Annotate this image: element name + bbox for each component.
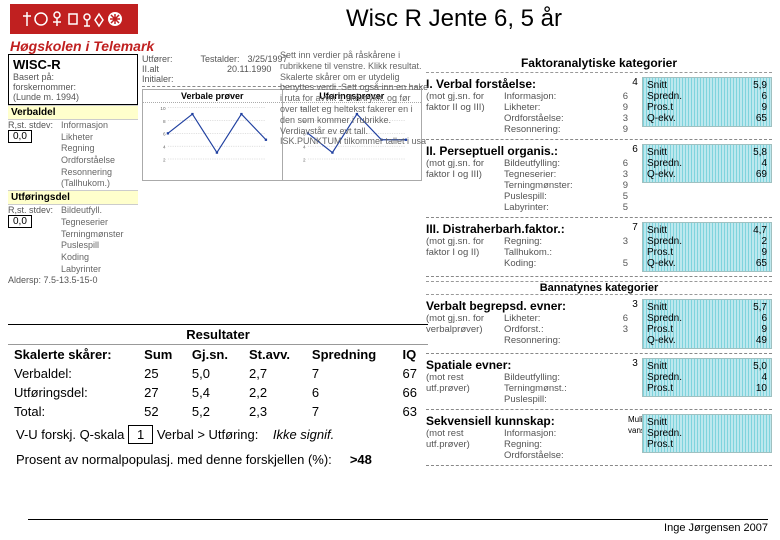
verbal-list: Informasjon Likheter Regning Ordforståel… (57, 120, 115, 190)
factor: I. Verbal forståelse: (mot gj.sn. forfak… (426, 77, 628, 135)
svg-text:4: 4 (163, 145, 166, 150)
wisc-label: WISC-R (13, 57, 133, 72)
utf-list: Bildeutfyll. Tegneserier Terningmønster … (57, 205, 124, 275)
logo (10, 4, 138, 34)
meta: Utfører: (142, 54, 173, 64)
factor-scores: Snitt5,0Spredn.4Pros.t10 (642, 358, 772, 397)
chart-left-title: Verbale prøver (143, 90, 282, 103)
banna-header: Bannatynes kategorier (426, 281, 772, 295)
footer: Inge Jørgensen 2007 (28, 519, 768, 534)
svg-text:8: 8 (163, 119, 166, 124)
vu-label: V-U forskj. Q-skala (16, 427, 124, 442)
vu-sig: Ikke signif. (273, 427, 334, 442)
verbal-section: Verbaldel (8, 105, 138, 120)
factor-scores: Snitt5,7Spredn.6Pros.t9Q-ekv.49 (642, 299, 772, 349)
desc: Sett inn verdier på råskårene i rubrikke… (278, 48, 432, 149)
factor: III. Distraherbarh.faktor.: (mot gj.sn. … (426, 222, 628, 269)
meta: Basert på: (13, 72, 133, 82)
factor: Spatiale evner: (mot restutf.prøver) Bil… (426, 358, 628, 405)
pct-label: Prosent av normalpopulasj. med denne for… (16, 452, 332, 467)
factor-scores: Snitt5,8Spredn.4Q-ekv.69 (642, 144, 772, 183)
vu-text: Verbal > Utføring: (157, 427, 259, 442)
results-header: Resultater (8, 324, 428, 345)
pct-val: >48 (350, 452, 372, 467)
svg-text:2: 2 (302, 157, 305, 162)
utf-section: Utføringsdel (8, 190, 138, 205)
q: 0,0 (8, 215, 32, 228)
factor: Verbalt begrepsd. evner: (mot gj.sn. for… (426, 299, 628, 346)
svg-text:6: 6 (163, 132, 166, 137)
vu-value[interactable]: 1 (128, 425, 153, 444)
svg-text:2: 2 (163, 157, 166, 162)
factor-scores: Snitt5,9Spredn.6Pros.t9Q-ekv.65 (642, 77, 772, 127)
factor: Sekvensiell kunnskap: (mot restutf.prøve… (426, 414, 628, 461)
factor-scores: Snitt4,7Spredn.2Pros.t9Q-ekv.65 (642, 222, 772, 272)
rsl: R,st. stdev: (8, 205, 53, 215)
results-table: Skalerte skårer: Sum Gj.sn. St.avv. Spre… (8, 345, 428, 421)
meta: (Lunde m. 1994) (13, 92, 133, 102)
aldersp: Aldersp: 7.5-13.5-15-0 (8, 275, 138, 285)
svg-text:10: 10 (160, 106, 166, 111)
factor-header: Faktoranalytiske kategorier (426, 54, 772, 73)
meta: forskernommer: (13, 82, 133, 92)
q: 0,0 (8, 130, 32, 143)
factor: II. Perseptuell organis.: (mot gj.sn. fo… (426, 144, 628, 213)
rsl: R,st. stdev: (8, 120, 53, 130)
page-title: Wisc R Jente 6, 5 år (138, 5, 770, 33)
factor-scores: SnittSpredn.Pros.t (642, 414, 772, 453)
